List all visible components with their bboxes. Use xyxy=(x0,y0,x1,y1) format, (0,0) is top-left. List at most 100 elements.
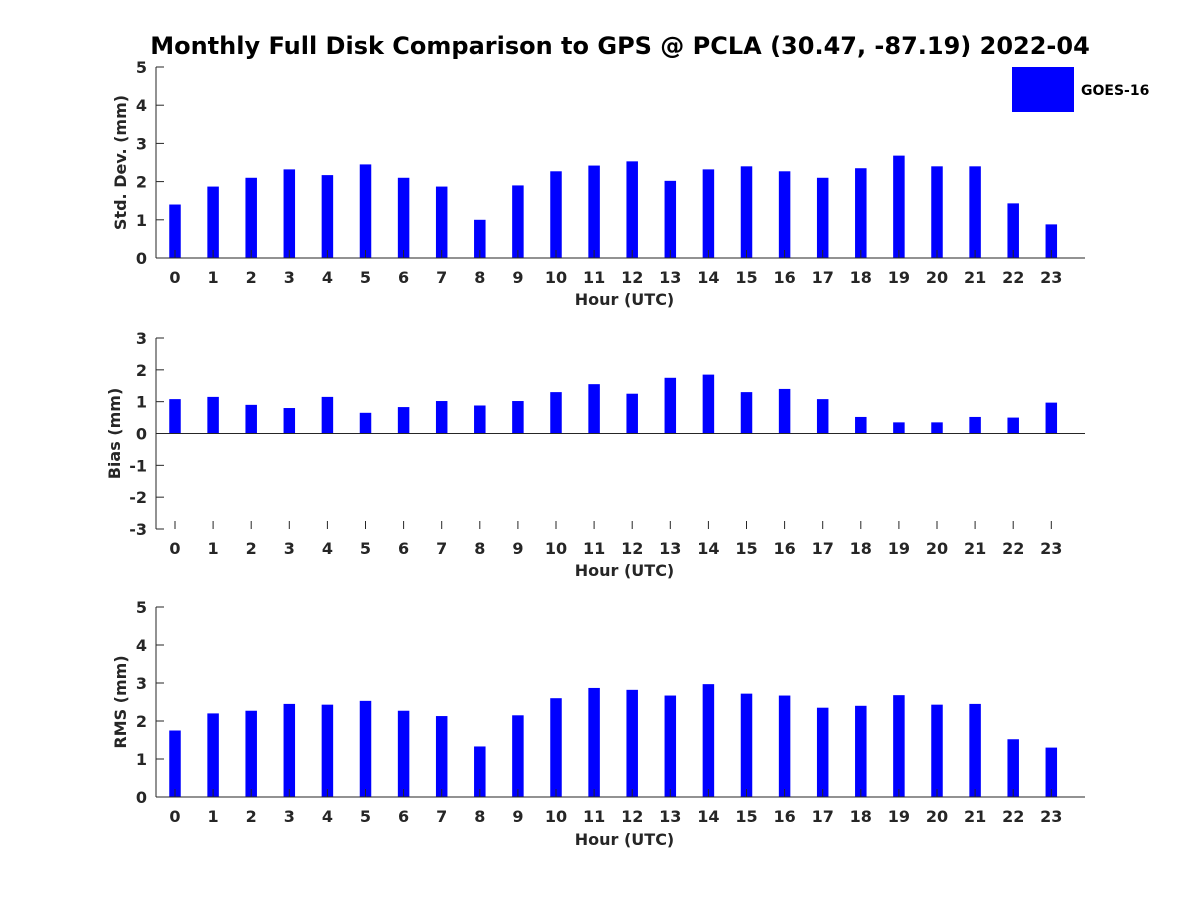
y-tick-label: -2 xyxy=(129,488,147,507)
bar-hour-2 xyxy=(245,710,257,797)
bar-hour-5 xyxy=(359,412,372,434)
x-tick-label: 16 xyxy=(773,807,795,826)
x-tick-label: 13 xyxy=(659,268,681,287)
bar-hour-22 xyxy=(1007,203,1019,258)
y-tick-label: 3 xyxy=(136,329,147,348)
x-tick-label: 11 xyxy=(583,807,605,826)
bar-hour-3 xyxy=(283,408,296,434)
y-tick-label: 0 xyxy=(136,425,147,444)
x-tick-label: 4 xyxy=(322,268,333,287)
legend-label: GOES-16 xyxy=(1081,83,1149,99)
chart-title: Monthly Full Disk Comparison to GPS @ PC… xyxy=(150,32,1090,60)
x-tick-label: 4 xyxy=(322,807,333,826)
x-tick-label: 8 xyxy=(474,807,485,826)
x-tick-label: 0 xyxy=(169,807,180,826)
x-tick-label: 14 xyxy=(697,539,719,558)
bar-hour-21 xyxy=(969,416,981,434)
bar-hour-18 xyxy=(855,168,867,258)
x-tick-label: 10 xyxy=(545,807,567,826)
bar-hour-16 xyxy=(778,388,791,434)
y-tick-label: 2 xyxy=(136,712,147,731)
bar-hour-22 xyxy=(1007,739,1019,797)
bar-hour-9 xyxy=(512,401,524,434)
x-tick-label: 23 xyxy=(1040,807,1062,826)
x-tick-label: 3 xyxy=(284,807,295,826)
x-tick-label: 9 xyxy=(512,807,523,826)
x-tick-label: 19 xyxy=(888,807,910,826)
y-axis-label: Bias (mm) xyxy=(105,388,124,480)
x-tick-label: 22 xyxy=(1002,807,1024,826)
bar-hour-2 xyxy=(245,404,257,434)
x-tick-label: 17 xyxy=(812,539,834,558)
bar-hour-20 xyxy=(931,422,943,434)
bar-hour-6 xyxy=(397,407,410,434)
bar-hour-12 xyxy=(626,689,638,797)
y-tick-label: 3 xyxy=(136,134,147,153)
y-tick-label: -1 xyxy=(129,456,147,475)
bar-hour-18 xyxy=(855,705,867,797)
bar-hour-15 xyxy=(740,392,753,434)
x-tick-label: 22 xyxy=(1002,539,1024,558)
y-axis-label: Std. Dev. (mm) xyxy=(111,95,130,230)
bar-hour-14 xyxy=(702,374,715,434)
x-tick-label: 5 xyxy=(360,539,371,558)
bar-hour-22 xyxy=(1007,417,1019,434)
bar-hour-20 xyxy=(931,704,943,797)
y-axis-label: RMS (mm) xyxy=(111,655,130,748)
bar-hour-7 xyxy=(435,401,448,434)
bar-hour-7 xyxy=(435,716,448,797)
bar-hour-23 xyxy=(1045,747,1058,797)
bar-hour-11 xyxy=(588,384,600,434)
bar-hour-4 xyxy=(321,704,334,797)
x-tick-label: 6 xyxy=(398,539,409,558)
bar-hour-8 xyxy=(474,405,486,434)
bar-hour-12 xyxy=(626,161,638,258)
bar-hour-17 xyxy=(816,177,829,258)
bar-hour-18 xyxy=(855,416,867,434)
y-tick-label: 3 xyxy=(136,674,147,693)
x-tick-label: 20 xyxy=(926,539,948,558)
x-tick-label: 0 xyxy=(169,539,180,558)
x-tick-label: 5 xyxy=(360,807,371,826)
bar-hour-1 xyxy=(207,396,219,434)
bar-hour-5 xyxy=(359,700,372,797)
x-tick-label: 13 xyxy=(659,539,681,558)
y-tick-label: 0 xyxy=(136,788,147,807)
legend-swatch xyxy=(1012,67,1074,112)
x-tick-label: 16 xyxy=(773,539,795,558)
bar-hour-19 xyxy=(893,422,905,434)
y-tick-label: 1 xyxy=(136,393,147,412)
x-axis-label: Hour (UTC) xyxy=(575,561,675,580)
x-tick-label: 18 xyxy=(850,268,872,287)
x-tick-label: 10 xyxy=(545,268,567,287)
bar-hour-8 xyxy=(474,219,486,258)
bar-hour-11 xyxy=(588,165,600,258)
bar-hour-17 xyxy=(816,399,829,434)
y-tick-label: 2 xyxy=(136,173,147,192)
x-tick-label: 21 xyxy=(964,268,986,287)
bar-hour-14 xyxy=(702,684,715,797)
bar-hour-6 xyxy=(397,177,410,258)
bar-hour-19 xyxy=(893,155,905,258)
bar-hour-0 xyxy=(169,730,181,797)
x-tick-label: 11 xyxy=(583,268,605,287)
x-tick-label: 2 xyxy=(246,539,257,558)
legend[interactable]: GOES-16 xyxy=(1012,67,1149,112)
bar-hour-10 xyxy=(550,392,562,434)
x-tick-label: 17 xyxy=(812,268,834,287)
x-tick-label: 4 xyxy=(322,539,333,558)
x-tick-label: 23 xyxy=(1040,539,1062,558)
y-tick-label: -3 xyxy=(129,520,147,539)
x-tick-label: 15 xyxy=(735,539,757,558)
x-tick-label: 9 xyxy=(512,268,523,287)
y-tick-label: 4 xyxy=(136,96,147,115)
bar-hour-7 xyxy=(435,186,448,258)
x-tick-label: 15 xyxy=(735,268,757,287)
x-tick-label: 14 xyxy=(697,807,719,826)
x-tick-label: 3 xyxy=(284,268,295,287)
bar-hour-9 xyxy=(512,715,524,797)
bar-hour-23 xyxy=(1045,224,1058,258)
